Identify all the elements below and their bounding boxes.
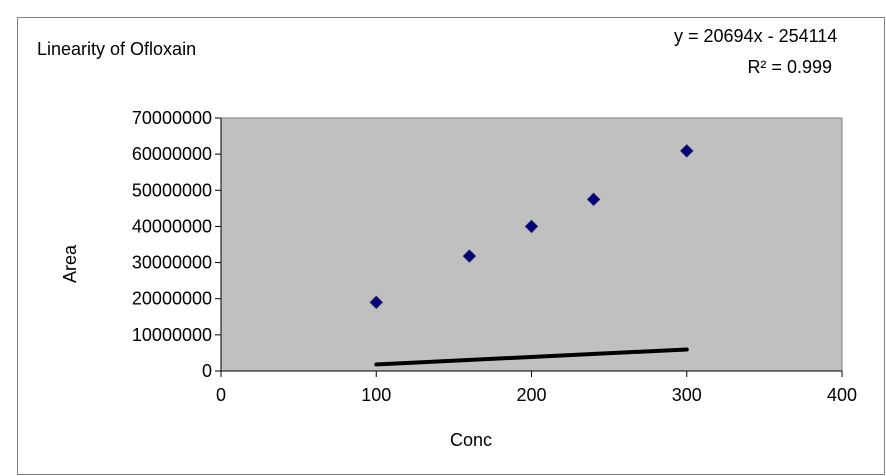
trendline-equation: y = 20694x - 254114 (674, 26, 837, 46)
y-axis-label: Area (60, 244, 80, 283)
data-point (369, 295, 383, 310)
chart-canvas: Linearity of Ofloxain y = 20694x - 25411… (37, 26, 857, 450)
y-tick-label: 30000000 (132, 253, 212, 273)
y-tick-label: 10000000 (132, 325, 212, 345)
data-point (524, 219, 539, 234)
data-point (462, 249, 477, 263)
r-squared-label: R² = 0.999 (747, 57, 832, 77)
y-tick-label: 70000000 (132, 108, 212, 128)
chart-area: Linearity of Ofloxain y = 20694x - 25411… (17, 17, 885, 475)
y-tick-label: 60000000 (132, 144, 212, 164)
y-tick-label: 40000000 (132, 216, 212, 236)
data-point (586, 192, 601, 207)
y-tick-label: 20000000 (132, 289, 212, 309)
y-tick-label: 50000000 (132, 180, 212, 200)
y-tick-label: 0 (202, 361, 212, 381)
x-tick-label: 400 (827, 385, 857, 405)
trendline-group (374, 347, 689, 367)
x-tick-label: 300 (672, 385, 702, 405)
data-point (680, 144, 694, 158)
trendline (374, 347, 689, 367)
data-points (369, 144, 694, 310)
chart-title: Linearity of Ofloxain (37, 39, 196, 59)
plot-area (220, 117, 843, 372)
x-tick-label: 200 (516, 385, 546, 405)
axes: 0 10000000 20000000 30000000 40000000 5000000… (132, 108, 857, 405)
x-tick-label: 100 (361, 385, 391, 405)
x-tick-label: 0 (216, 385, 226, 405)
x-axis-label: Conc (450, 430, 492, 450)
